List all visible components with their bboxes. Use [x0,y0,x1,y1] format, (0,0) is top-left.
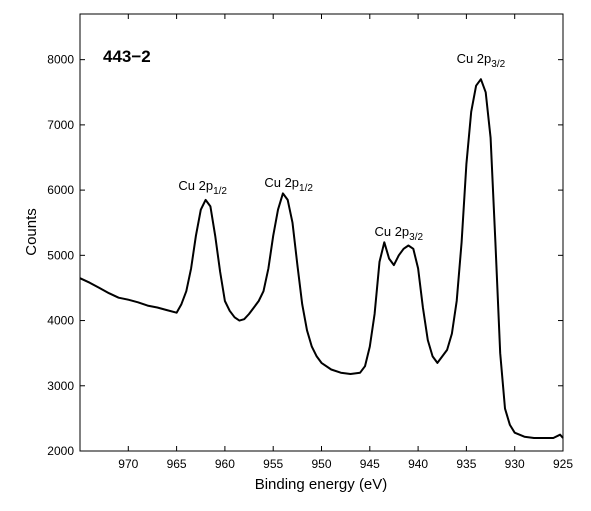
x-tick-label: 925 [553,457,573,471]
x-tick-label: 940 [408,457,428,471]
y-axis-ticks: 2000 3000 4000 5000 6000 7000 8000 [47,53,563,458]
peak-annotation: Cu 2p1/2 [264,175,313,194]
x-tick-label: 960 [215,457,235,471]
peak-annotation: Cu 2p1/2 [178,178,227,197]
x-axis-label: Binding energy (eV) [255,476,388,493]
y-tick-label: 4000 [47,314,74,328]
x-tick-label: 970 [118,457,138,471]
peak-annotations: Cu 2p1/2 Cu 2p1/2 Cu 2p3/2 Cu 2p3/2 [178,51,505,243]
plot-area [79,13,564,452]
plot-title: 443−2 [103,47,151,66]
peak-annotation: Cu 2p3/2 [374,224,423,243]
y-tick-label: 6000 [47,183,74,197]
x-tick-label: 965 [167,457,187,471]
y-tick-label: 5000 [47,248,74,262]
x-axis-ticks: 970 965 960 955 950 945 940 935 930 925 [118,14,573,471]
y-tick-label: 8000 [47,53,74,67]
y-tick-label: 3000 [47,379,74,393]
peak-annotation: Cu 2p3/2 [457,51,506,70]
y-axis-label: Counts [23,208,40,256]
x-tick-label: 950 [311,457,331,471]
spectrum-line [79,78,564,439]
x-tick-label: 955 [263,457,283,471]
y-tick-label: 7000 [47,118,74,132]
y-tick-label: 2000 [47,444,74,458]
x-tick-label: 935 [456,457,476,471]
x-tick-label: 945 [360,457,380,471]
x-tick-label: 930 [505,457,525,471]
